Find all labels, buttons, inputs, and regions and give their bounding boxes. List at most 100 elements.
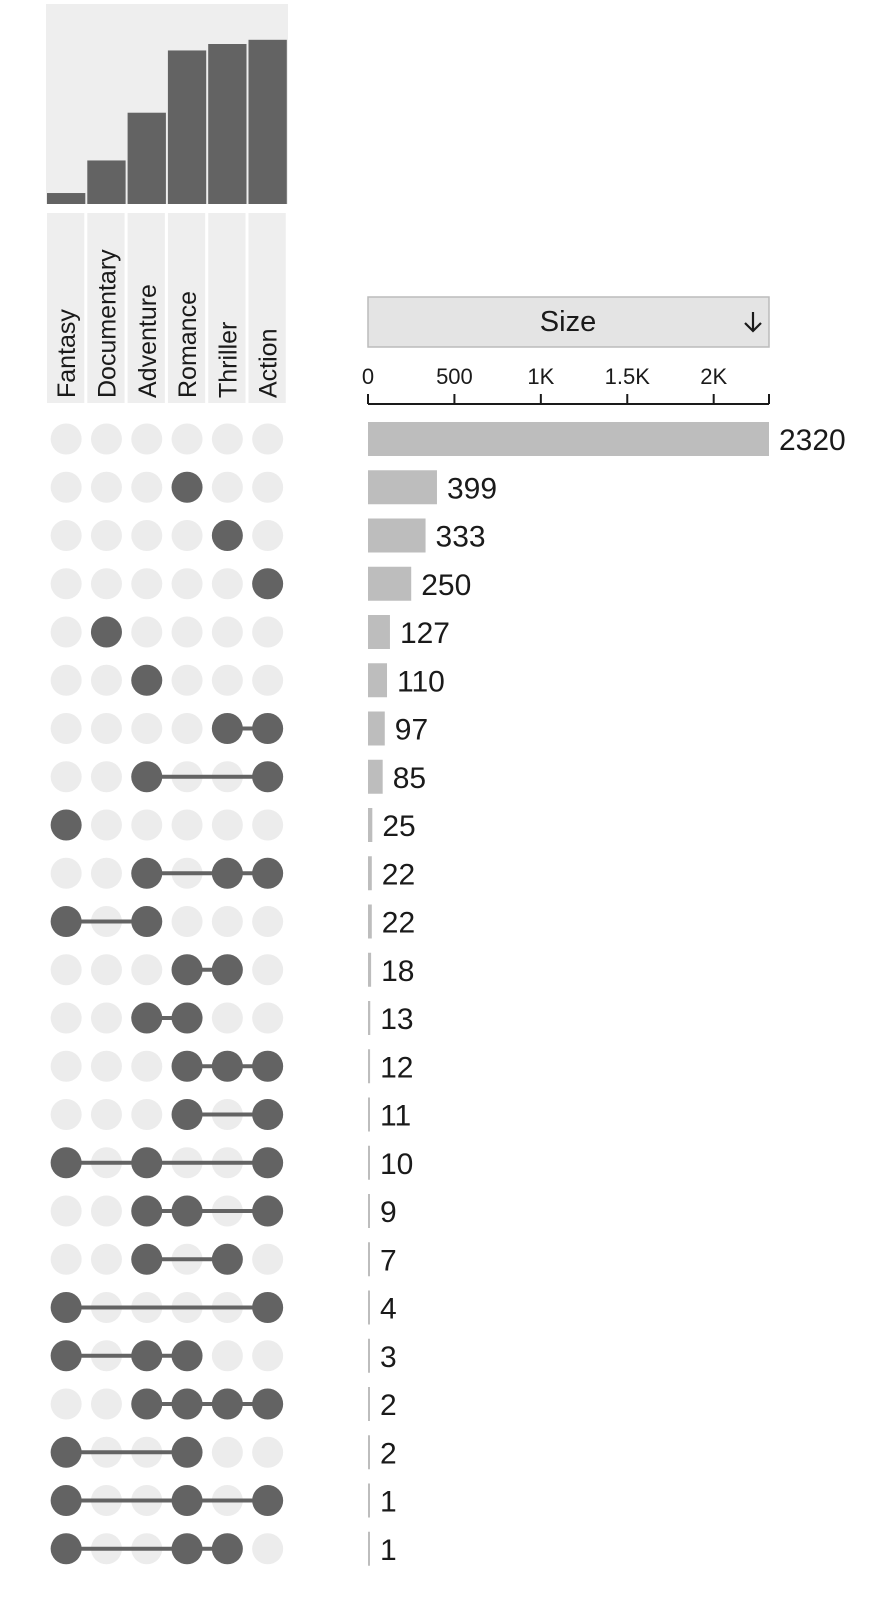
size-bar-value-label: 4	[380, 1293, 397, 1326]
dot-inactive-action	[252, 809, 284, 841]
size-axis-tick-label: 500	[436, 364, 473, 389]
set-bar-thriller	[208, 44, 247, 204]
dot-inactive-romance	[171, 664, 203, 696]
set-label-action: Action	[255, 329, 283, 398]
size-bar-value-label: 11	[380, 1100, 411, 1133]
size-bar-value-label: 127	[400, 617, 450, 650]
dot-active-fantasy	[50, 1292, 82, 1323]
dot-active-adventure	[131, 1002, 163, 1034]
dot-inactive-documentary	[90, 568, 122, 600]
dot-inactive-fantasy	[50, 1195, 82, 1227]
dot-inactive-romance	[171, 809, 203, 841]
size-axis-tick-label: 1.5K	[605, 364, 651, 389]
size-bar	[368, 663, 388, 698]
dot-inactive-fantasy	[50, 1388, 82, 1420]
dot-inactive-thriller	[211, 809, 243, 841]
matrix-row	[50, 471, 284, 503]
dot-inactive-adventure	[131, 1050, 163, 1082]
sort-button[interactable]: Size	[367, 296, 770, 348]
dot-inactive-romance	[171, 713, 203, 744]
dot-inactive-documentary	[90, 520, 122, 551]
dot-active-adventure	[131, 1195, 163, 1227]
dot-active-thriller	[211, 713, 243, 744]
set-label-column-fantasy	[47, 213, 85, 403]
dot-active-thriller	[211, 857, 243, 889]
dot-inactive-adventure	[131, 568, 163, 600]
dot-active-romance	[171, 1340, 203, 1372]
dot-active-action	[252, 1292, 284, 1323]
size-bar	[368, 422, 769, 456]
dot-active-thriller	[211, 1533, 243, 1565]
dot-inactive-romance	[171, 616, 203, 648]
size-bar	[368, 808, 373, 842]
dot-active-romance	[171, 1050, 203, 1082]
dot-active-romance	[171, 1002, 203, 1034]
set-size-bars	[47, 39, 287, 204]
dot-inactive-fantasy	[50, 568, 82, 600]
dot-inactive-adventure	[131, 423, 163, 455]
dot-inactive-fantasy	[50, 1050, 82, 1082]
dot-inactive-thriller	[211, 616, 243, 648]
dot-inactive-adventure	[131, 616, 163, 648]
dot-inactive-fantasy	[50, 471, 82, 503]
matrix-row	[50, 1485, 284, 1516]
matrix-row	[50, 857, 284, 889]
size-bar	[368, 1049, 371, 1084]
dot-inactive-action	[252, 1002, 284, 1034]
dot-inactive-fantasy	[50, 664, 82, 696]
dot-active-thriller	[211, 1050, 243, 1082]
size-bar-value-label: 1	[380, 1486, 397, 1519]
dot-inactive-documentary	[90, 1243, 122, 1275]
dot-active-romance	[171, 1485, 203, 1516]
sort-button-background[interactable]	[367, 296, 770, 348]
dot-active-romance	[171, 471, 203, 503]
matrix-row	[50, 616, 284, 648]
dot-inactive-romance	[171, 520, 203, 551]
size-bar-value-label: 2	[380, 1389, 397, 1422]
intersection-matrix	[50, 423, 284, 1565]
sort-button-label[interactable]: Size	[540, 306, 596, 338]
dot-active-action	[252, 761, 284, 793]
matrix-row	[50, 664, 284, 696]
dot-active-fantasy	[50, 1147, 82, 1179]
dot-inactive-romance	[171, 906, 203, 937]
size-bar-value-label: 25	[382, 810, 415, 843]
matrix-row	[50, 423, 284, 455]
dot-inactive-thriller	[211, 1340, 243, 1372]
dot-active-romance	[171, 1533, 203, 1565]
size-axis: 0 500 1K 1.5K 2K	[362, 364, 770, 405]
dot-inactive-fantasy	[50, 954, 82, 986]
arrow-down-icon[interactable]	[744, 312, 762, 333]
size-axis-tick-label: 1K	[527, 364, 554, 389]
dot-inactive-documentary	[90, 1388, 122, 1420]
set-size-panel	[46, 4, 288, 204]
dot-inactive-action	[252, 1436, 284, 1468]
size-bar	[368, 1387, 370, 1421]
set-bar-romance	[167, 50, 207, 204]
dot-inactive-documentary	[90, 471, 122, 503]
size-bar-value-label: 2	[380, 1437, 397, 1470]
dot-inactive-fantasy	[50, 1002, 82, 1034]
dot-inactive-adventure	[131, 520, 163, 551]
dot-active-romance	[171, 1195, 203, 1227]
dot-inactive-fantasy	[50, 857, 82, 889]
dot-inactive-thriller	[211, 1436, 243, 1468]
size-bar	[368, 615, 390, 649]
size-bar	[368, 1483, 370, 1518]
size-bar-value-label: 3	[380, 1341, 397, 1374]
size-bar	[368, 759, 383, 794]
dot-active-romance	[171, 1099, 203, 1130]
dot-inactive-fantasy	[50, 423, 82, 455]
matrix-row	[50, 809, 284, 841]
dot-active-documentary	[90, 616, 122, 648]
matrix-row	[50, 1195, 284, 1227]
matrix-row	[50, 1340, 284, 1372]
dot-inactive-action	[252, 906, 284, 937]
size-bar-value-label: 13	[380, 1003, 413, 1036]
set-label-romance: Romance	[174, 291, 202, 398]
dot-inactive-action	[252, 954, 284, 986]
dot-active-adventure	[131, 1340, 163, 1372]
set-label-thriller: Thriller	[214, 322, 242, 398]
dot-inactive-adventure	[131, 713, 163, 744]
dot-active-action	[252, 1050, 284, 1082]
